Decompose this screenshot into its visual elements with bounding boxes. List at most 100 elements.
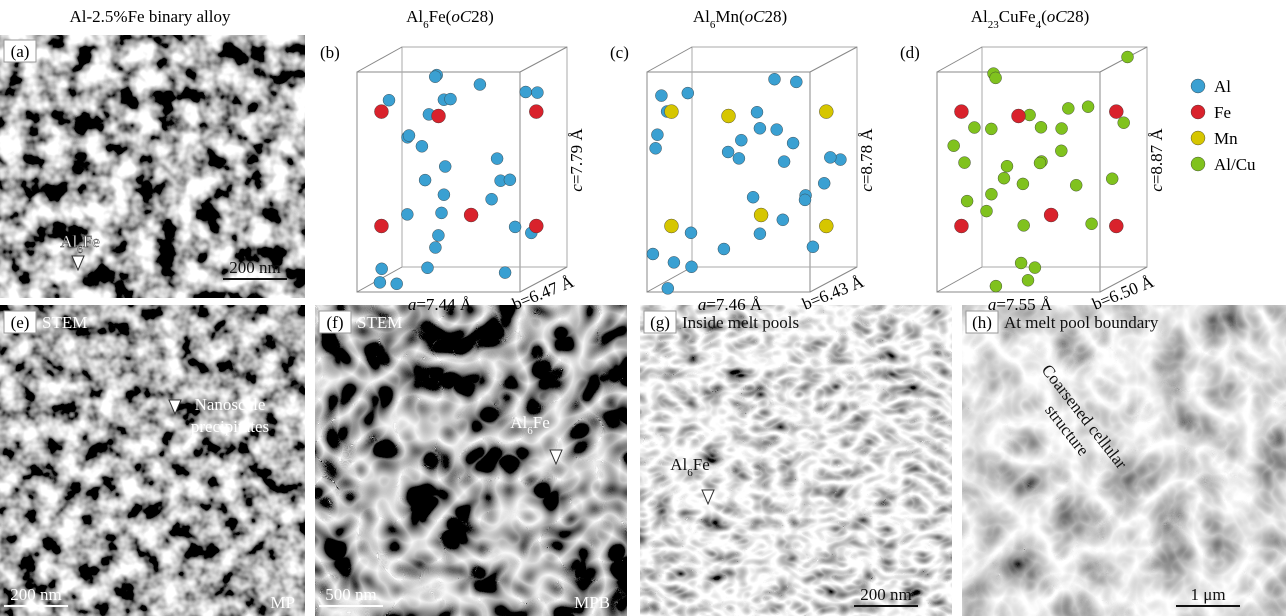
- atom: [686, 261, 698, 273]
- atom: [754, 228, 766, 240]
- text-run: Fe(: [429, 7, 452, 26]
- atom: [1012, 109, 1026, 123]
- atom: [422, 262, 434, 274]
- atom: [1035, 121, 1047, 133]
- text-run: Fe: [693, 455, 710, 474]
- lattice-c: c=8.87 Å: [1147, 128, 1166, 192]
- text-run: Fe: [83, 232, 100, 251]
- atom: [682, 87, 694, 99]
- atom: [834, 154, 846, 166]
- panel-caption: Inside melt pools: [682, 313, 799, 332]
- panel-caption: At melt pool boundary: [1004, 313, 1159, 332]
- atom: [509, 221, 521, 233]
- cell-back: [982, 47, 1147, 267]
- atom: [985, 188, 997, 200]
- text-run: a: [698, 295, 707, 314]
- atom: [416, 140, 428, 152]
- atom: [374, 276, 386, 288]
- atom: [529, 219, 543, 233]
- text-run: =8.87 Å: [1147, 128, 1166, 185]
- atom: [1109, 219, 1123, 233]
- corner-label: MPB: [574, 593, 610, 612]
- lattice-a: a=7.46 Å: [698, 295, 763, 314]
- atom: [650, 142, 662, 154]
- atom: [747, 191, 759, 203]
- atom: [531, 87, 543, 99]
- atom: [432, 109, 446, 123]
- text-run: 23: [988, 19, 1000, 31]
- atom: [1044, 208, 1058, 222]
- atom: [790, 76, 802, 88]
- atom: [735, 134, 747, 146]
- atom: [464, 208, 478, 222]
- panel-label: (f): [327, 313, 344, 332]
- legend-swatch: [1191, 105, 1205, 119]
- atom: [429, 242, 441, 254]
- text-run: CuFe: [999, 7, 1036, 26]
- atom: [376, 263, 388, 275]
- text-run: Al: [693, 7, 710, 26]
- figure: Al-2.5%Fe binary alloy(a)Al6Fe200 nmAl6F…: [0, 0, 1286, 616]
- panel-caption: STEM: [42, 313, 87, 332]
- atom: [529, 105, 543, 119]
- cell-edge: [357, 47, 402, 72]
- atom: [1001, 160, 1013, 172]
- corner-label: MP: [270, 593, 295, 612]
- text-run: oC: [745, 7, 766, 26]
- atom: [954, 105, 968, 119]
- atom: [520, 86, 532, 98]
- atom: [662, 282, 674, 294]
- text-run: Al: [60, 232, 77, 251]
- legend-swatch: [1191, 131, 1205, 145]
- panel-label: (b): [320, 43, 340, 62]
- atom: [655, 90, 667, 102]
- text-run: Mn(: [715, 7, 745, 26]
- atom: [959, 157, 971, 169]
- text-run: oC: [451, 7, 472, 26]
- lattice-c: c=7.79 Å: [567, 128, 586, 192]
- atom: [668, 256, 680, 268]
- legend-label: Mn: [1214, 129, 1238, 148]
- atom: [819, 219, 833, 233]
- panel-label: (h): [972, 313, 992, 332]
- atom: [1070, 179, 1082, 191]
- text-run: Al: [406, 7, 423, 26]
- atom: [474, 79, 486, 91]
- cell-edge: [520, 47, 567, 72]
- atom: [824, 151, 836, 163]
- atom: [436, 207, 448, 219]
- atom: [787, 137, 799, 149]
- atom: [499, 267, 511, 279]
- atom: [1106, 173, 1118, 185]
- atom: [374, 105, 388, 119]
- panel-label: (a): [11, 42, 30, 61]
- atom: [445, 93, 457, 105]
- text-run: Al: [971, 7, 988, 26]
- atom: [751, 106, 763, 118]
- text-run: 28): [471, 7, 494, 26]
- atom: [771, 124, 783, 136]
- lattice-c: c=8.78 Å: [857, 128, 876, 192]
- panel-label: (g): [650, 313, 670, 332]
- panel-label: (e): [11, 313, 30, 332]
- atom: [777, 214, 789, 226]
- text-run: Fe: [533, 413, 550, 432]
- scale-bar-label: 1 μm: [1190, 585, 1225, 604]
- atom: [807, 241, 819, 253]
- atom: [647, 248, 659, 260]
- text-run: =7.44 Å: [416, 295, 473, 314]
- atom: [504, 174, 516, 186]
- atom: [664, 105, 678, 119]
- atom: [718, 243, 730, 255]
- panel-title: Al6Fe(oC28): [406, 7, 494, 31]
- atom: [818, 177, 830, 189]
- atom: [1055, 145, 1067, 157]
- atom: [754, 208, 768, 222]
- scale-bar-label: 500 nm: [325, 585, 376, 604]
- micrograph-texture: [315, 305, 627, 616]
- atom: [1056, 123, 1068, 135]
- atom: [651, 129, 663, 141]
- annotation: precipitates: [191, 417, 269, 436]
- atom: [419, 174, 431, 186]
- atom: [374, 219, 388, 233]
